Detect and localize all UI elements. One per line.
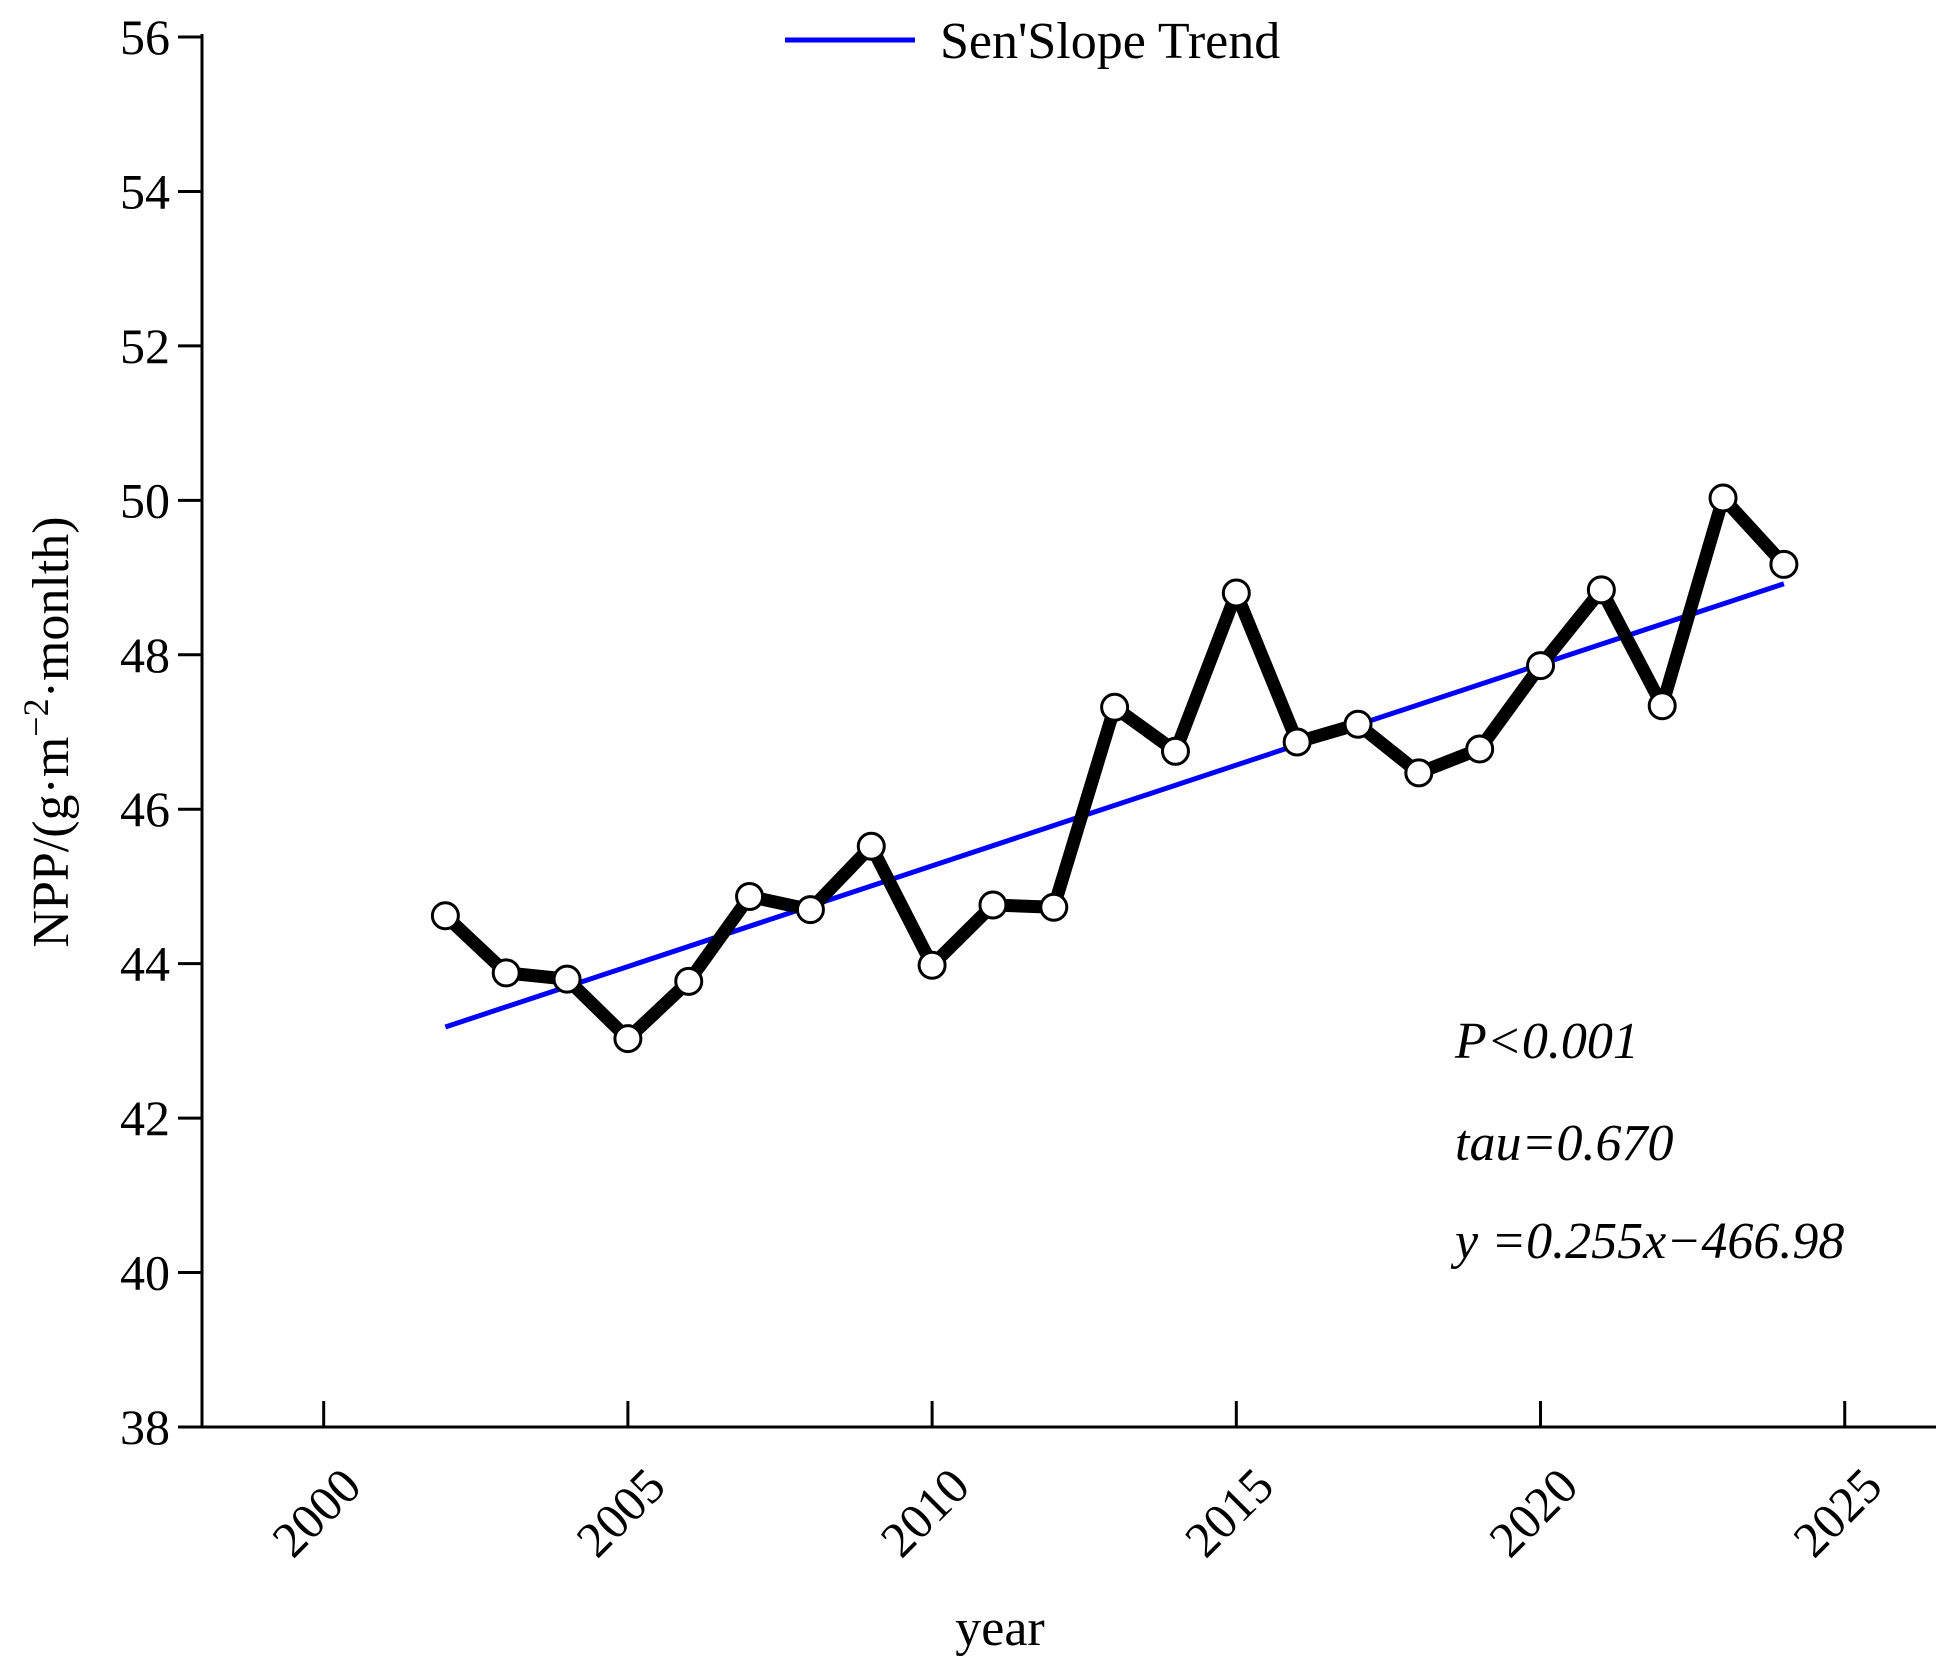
npp-point-2015: [1221, 578, 1251, 608]
axes: [200, 34, 1936, 1429]
trend-line-group: [444, 581, 1785, 1030]
tau-annotation: tau=0.670: [1455, 1115, 1674, 1172]
npp-point-2012: [1039, 892, 1069, 922]
y-axis-title-suffix: ·monlth): [23, 516, 80, 698]
x-tick-label-2000: 2000: [261, 1457, 371, 1567]
p-value-annotation: P<0.001: [1454, 1013, 1639, 1070]
x-tick-label-2015: 2015: [1174, 1457, 1284, 1567]
y-tick-label-44: 44: [120, 936, 170, 992]
npp-point-2017: [1343, 709, 1373, 739]
npp-point-2010: [917, 950, 947, 980]
npp-series-line: [438, 491, 1791, 1046]
npp-point-2011: [978, 890, 1008, 920]
y-tick-label-56: 56: [120, 9, 170, 65]
y-axis-ticks: 38 40 42 44 46 48 50 52 54 56: [120, 9, 202, 1455]
npp-point-2013: [1100, 692, 1130, 722]
stats-annotations: P<0.001 tau=0.670 y =0.255x−466.98: [1450, 1013, 1844, 1270]
npp-point-2018: [1404, 758, 1434, 788]
legend-trend-label: Sen'Slope Trend: [940, 13, 1280, 70]
npp-point-2005: [613, 1024, 643, 1054]
sen-slope-trend-line: [444, 581, 1785, 1030]
y-tick-label-54: 54: [120, 163, 170, 219]
y-tick-label-42: 42: [120, 1090, 170, 1146]
x-tick-label-2005: 2005: [565, 1457, 675, 1567]
y-axis-title-prefix: NPP/(g·m: [23, 737, 80, 948]
npp-point-2009: [856, 831, 886, 861]
y-tick-label-40: 40: [120, 1245, 170, 1301]
x-tick-label-2020: 2020: [1478, 1457, 1588, 1567]
x-tick-label-2010: 2010: [870, 1457, 980, 1567]
npp-point-2021: [1586, 575, 1616, 605]
npp-point-2014: [1160, 736, 1190, 766]
npp-point-2007: [735, 881, 765, 911]
npp-series-group: [430, 483, 1799, 1054]
npp-point-2016: [1282, 727, 1312, 757]
npp-point-2008: [795, 895, 825, 925]
npp-point-2004: [552, 964, 582, 994]
y-tick-label-46: 46: [120, 781, 170, 837]
npp-point-2019: [1465, 734, 1495, 764]
y-tick-label-38: 38: [120, 1399, 170, 1455]
y-tick-label-52: 52: [120, 318, 170, 374]
npp-point-2022: [1647, 691, 1677, 721]
legend: Sen'Slope Trend: [785, 13, 1280, 70]
x-axis-title: year: [955, 1600, 1044, 1657]
npp-point-2003: [491, 958, 521, 988]
y-axis-title-superscript: −2: [16, 698, 56, 736]
npp-point-2023: [1708, 483, 1738, 513]
npp-point-2024: [1769, 549, 1799, 579]
equation-annotation: y =0.255x−466.98: [1450, 1213, 1844, 1270]
npp-point-2020: [1526, 651, 1556, 681]
y-tick-label-48: 48: [120, 627, 170, 683]
npp-point-2002: [430, 901, 460, 931]
npp-point-2006: [674, 966, 704, 996]
y-axis-title: NPP/(g·m−2·monlth): [16, 516, 80, 947]
x-tick-label-2025: 2025: [1782, 1457, 1892, 1567]
y-tick-label-50: 50: [120, 472, 170, 528]
